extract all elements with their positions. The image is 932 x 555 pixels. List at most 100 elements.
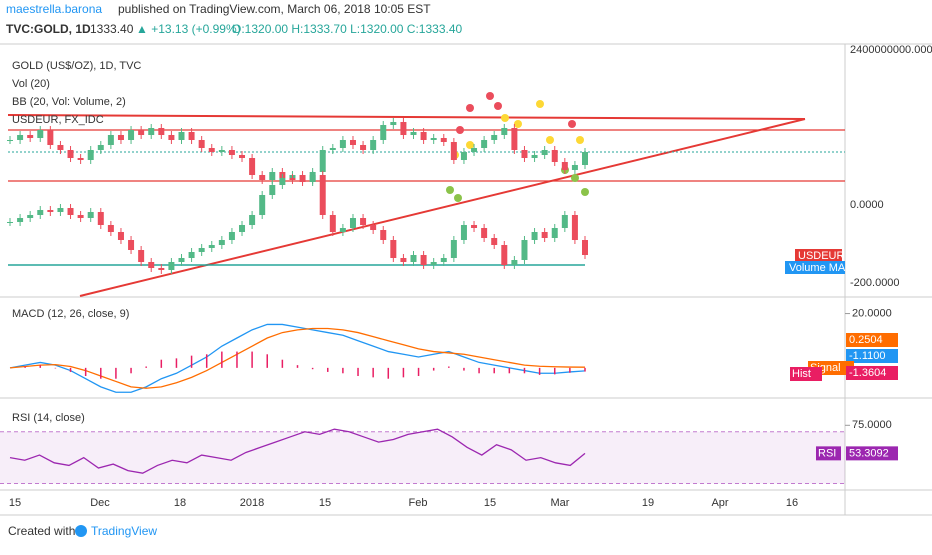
candle [299, 180, 306, 182]
hist-bar [205, 354, 208, 368]
candle [501, 128, 508, 135]
candle [228, 150, 235, 155]
candle [410, 132, 417, 135]
candle [168, 262, 175, 270]
author[interactable]: maestrella.barona [6, 2, 102, 16]
candle [370, 140, 377, 150]
candle [370, 225, 377, 230]
candle [198, 248, 205, 252]
candle [168, 135, 175, 140]
candle [117, 232, 124, 240]
legend: USDEUR, FX_IDC [12, 114, 104, 126]
hist-bar [115, 367, 117, 379]
candle [440, 258, 447, 262]
badge-bg [785, 261, 845, 274]
x-tick-label: 19 [642, 497, 654, 509]
candle [511, 260, 518, 265]
candle [531, 155, 538, 158]
brand[interactable]: TradingView [91, 524, 157, 538]
candle [501, 245, 508, 265]
candle [17, 218, 24, 222]
candle [218, 240, 225, 245]
candle [390, 240, 397, 258]
candle [259, 195, 266, 215]
candle [440, 138, 447, 142]
value-badge-bg [846, 366, 898, 380]
candle [269, 172, 276, 180]
candle [571, 215, 578, 240]
candle [491, 238, 498, 245]
candle [450, 240, 457, 258]
candle [582, 152, 588, 165]
x-tick-label: 2018 [240, 497, 264, 509]
hist-bar [190, 355, 193, 368]
candle [329, 148, 336, 150]
x-tick-label: 18 [174, 497, 186, 509]
bb-dots [446, 92, 589, 202]
candle [67, 150, 74, 158]
candle [208, 148, 215, 152]
candle [97, 212, 104, 225]
value-badge-bg [846, 333, 898, 347]
candle [430, 138, 437, 140]
candle [77, 158, 84, 160]
badge: Volume MA [789, 262, 846, 274]
candle [551, 228, 558, 238]
hist-bar [296, 365, 299, 368]
candle [531, 232, 538, 240]
candle [47, 210, 54, 212]
hist-bar [387, 367, 390, 379]
candle [107, 225, 114, 232]
name-badge: Hist [792, 368, 811, 380]
hist-bar [584, 367, 586, 372]
candle [158, 268, 165, 270]
candle [87, 212, 94, 218]
symbol: TVC:GOLD, 1D [6, 22, 91, 36]
candle [551, 150, 558, 162]
hist-bar [281, 359, 284, 368]
candle [67, 208, 74, 215]
value-badge: 53.3092 [849, 447, 889, 459]
candle [400, 122, 407, 135]
candle [158, 128, 165, 135]
candle [309, 175, 316, 182]
hist-bar [508, 367, 511, 374]
hist-bar [175, 358, 178, 368]
line [9, 323, 586, 393]
x-tick-label: 16 [786, 497, 798, 509]
candle [561, 215, 568, 228]
candle [259, 175, 266, 180]
candle [239, 155, 246, 158]
last: 1333.40 [90, 22, 134, 36]
candle [208, 245, 215, 248]
published: published on TradingView.com, March 06, … [118, 2, 431, 16]
candle [420, 255, 427, 265]
x-tick-label: Feb [409, 497, 428, 509]
candle [561, 162, 568, 170]
value-badge-bg [846, 349, 898, 363]
x-tick-label: Apr [711, 497, 728, 509]
hist-bar [523, 367, 526, 374]
badge-bg [795, 249, 842, 262]
x-tick-label: 15 [319, 497, 331, 509]
hist-bar [145, 366, 147, 368]
candle [491, 135, 498, 140]
candle [218, 150, 225, 152]
axis-label: 2400000000.0000 [850, 44, 932, 56]
name-badge-bg [790, 367, 822, 381]
change: ▲ +13.13 (+0.99%) [136, 22, 241, 36]
candle [571, 165, 578, 170]
candle [47, 130, 54, 145]
candle [97, 145, 104, 150]
candle [128, 240, 135, 250]
hist-bar [160, 359, 163, 368]
candle [481, 228, 488, 238]
candle [249, 158, 256, 175]
name-badge: RSI [818, 447, 836, 459]
hist-bar [221, 351, 223, 368]
candle [188, 252, 195, 258]
candle [188, 132, 195, 140]
candle [228, 232, 235, 240]
x-tick-label: 15 [484, 497, 496, 509]
pane-title: RSI (14, close) [12, 412, 85, 424]
